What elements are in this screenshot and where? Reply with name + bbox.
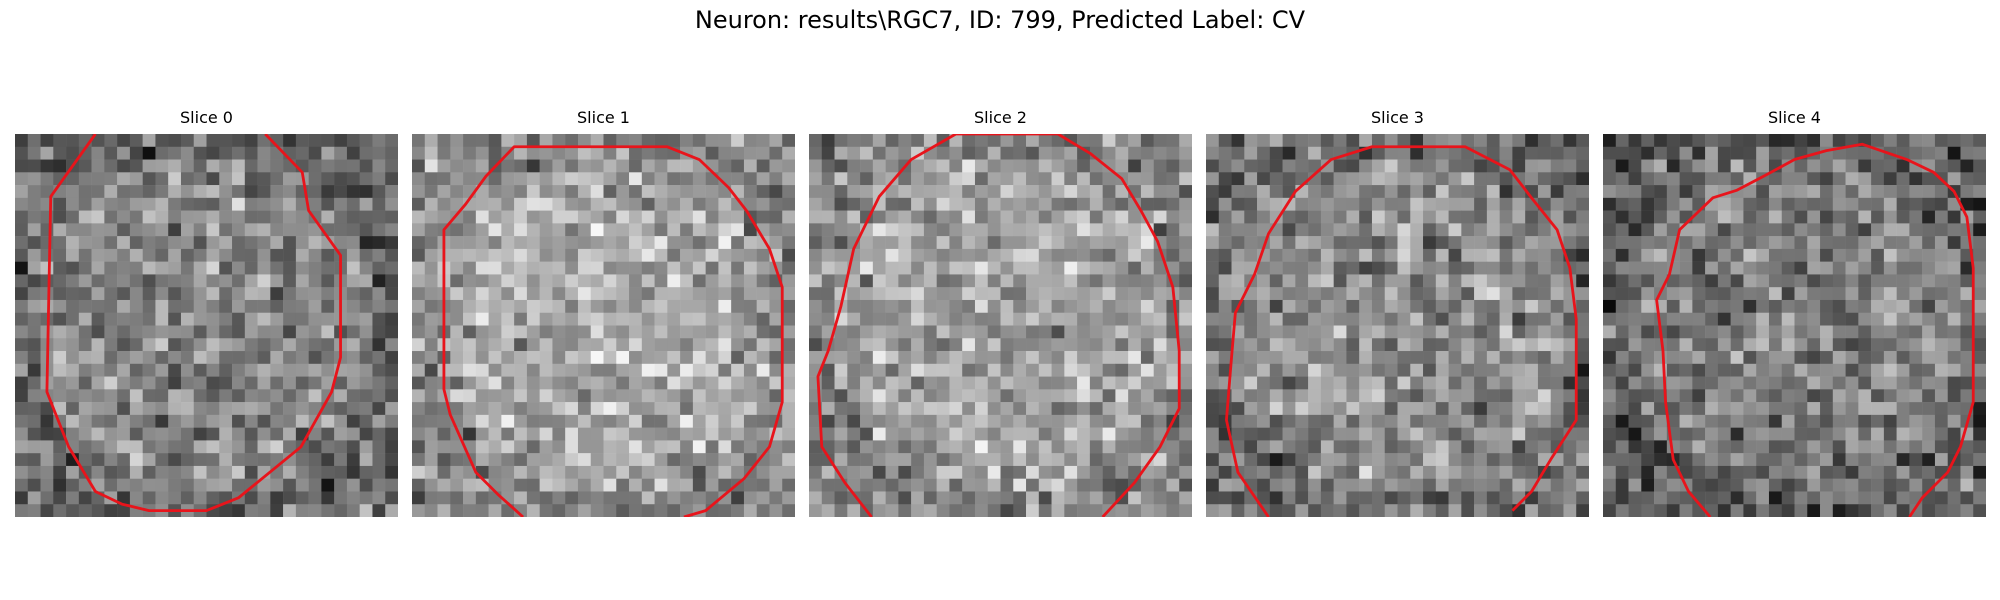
slice-image-2 [809,134,1192,517]
slice-panel-2: Slice 2 [809,106,1192,517]
slice-title-0: Slice 0 [15,106,398,130]
slice-title-1: Slice 1 [412,106,795,130]
slice-panel-0: Slice 0 [15,106,398,517]
slice-title-2: Slice 2 [809,106,1192,130]
pixel-grid [1206,134,1589,517]
slice-title-3: Slice 3 [1206,106,1589,130]
slice-panel-3: Slice 3 [1206,106,1589,517]
pixel-grid [809,134,1192,517]
slice-image-0 [15,134,398,517]
slice-image-4 [1603,134,1986,517]
slice-title-4: Slice 4 [1603,106,1986,130]
figure-title: Neuron: results\RGC7, ID: 799, Predicted… [0,6,2000,34]
slice-panel-4: Slice 4 [1603,106,1986,517]
slice-image-1 [412,134,795,517]
slice-panel-1: Slice 1 [412,106,795,517]
slice-image-3 [1206,134,1589,517]
